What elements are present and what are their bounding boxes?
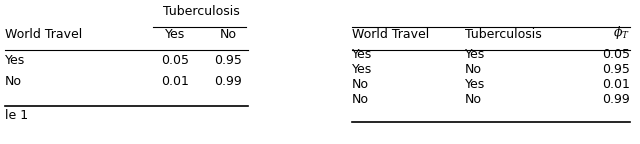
Text: Yes: Yes (352, 63, 372, 76)
Text: 0.01: 0.01 (161, 75, 189, 88)
Text: Yes: Yes (352, 48, 372, 61)
Text: $\phi_T$: $\phi_T$ (613, 24, 630, 41)
Text: Tuberculosis: Tuberculosis (163, 5, 240, 18)
Text: No: No (465, 93, 482, 106)
Text: 0.99: 0.99 (602, 93, 630, 106)
Text: No: No (5, 75, 22, 88)
Text: 0.05: 0.05 (602, 48, 630, 61)
Text: 0.05: 0.05 (161, 54, 189, 67)
Text: le 1: le 1 (5, 109, 28, 122)
Text: No: No (465, 63, 482, 76)
Text: World Travel: World Travel (352, 28, 429, 41)
Text: Yes: Yes (5, 54, 25, 67)
Text: World Travel: World Travel (5, 28, 83, 41)
Text: Yes: Yes (465, 78, 485, 91)
Text: 0.01: 0.01 (602, 78, 630, 91)
Text: Yes: Yes (465, 48, 485, 61)
Text: No: No (220, 28, 237, 41)
Text: Yes: Yes (165, 28, 185, 41)
Text: 0.95: 0.95 (214, 54, 242, 67)
Text: No: No (352, 78, 369, 91)
Text: 0.99: 0.99 (214, 75, 242, 88)
Text: 0.95: 0.95 (602, 63, 630, 76)
Text: Tuberculosis: Tuberculosis (465, 28, 541, 41)
Text: No: No (352, 93, 369, 106)
